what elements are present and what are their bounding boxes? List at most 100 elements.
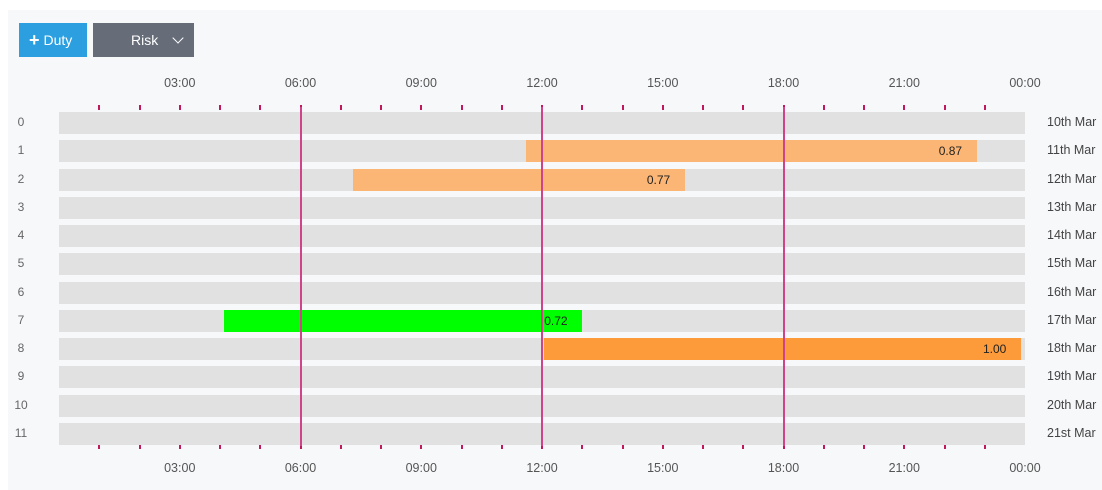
row-date-label: 17th Mar — [1047, 312, 1097, 327]
time-marker-line — [299, 107, 302, 446]
row-date-label: 14th Mar — [1047, 228, 1097, 242]
hour-tick-top — [661, 105, 664, 110]
duty-risk-value: 0.77 — [646, 172, 671, 187]
hour-tick-top — [702, 105, 704, 110]
hour-tick-top — [460, 105, 463, 110]
row-index: 2 — [17, 171, 25, 186]
time-label-bottom: 09:00 — [405, 461, 437, 475]
time-marker-line — [782, 107, 785, 446]
time-label-bottom: 12:00 — [526, 461, 558, 475]
hour-tick-bottom — [460, 444, 463, 449]
row-date-label: 12th Mar — [1047, 171, 1097, 186]
hour-tick-top — [219, 105, 221, 110]
duty-risk-value: 0.87 — [938, 144, 963, 159]
hour-tick-bottom — [863, 444, 865, 449]
hour-tick-bottom — [420, 444, 423, 449]
row-date-label: 10th Mar — [1047, 115, 1097, 129]
hour-tick-bottom — [782, 444, 785, 449]
hour-tick-top — [500, 105, 503, 110]
hour-tick-top — [259, 105, 262, 110]
time-label-top: 18:00 — [767, 76, 800, 90]
duty-bar[interactable] — [352, 168, 685, 191]
row-index: 9 — [17, 369, 25, 384]
hour-tick-bottom — [541, 444, 543, 449]
hour-tick-top — [621, 105, 624, 110]
time-label-bottom: 00:00 — [1009, 461, 1041, 475]
time-label-top: 06:00 — [284, 76, 317, 90]
row-index: 4 — [17, 228, 25, 242]
hour-tick-bottom — [702, 444, 704, 449]
hour-tick-top — [178, 105, 181, 110]
hour-tick-top — [863, 105, 865, 110]
plus-icon: + — [29, 29, 40, 50]
hour-tick-top — [983, 105, 986, 110]
hour-tick-top — [822, 105, 825, 110]
time-label-top: 12:00 — [526, 76, 558, 90]
hour-tick-bottom — [299, 444, 302, 449]
hour-tick-bottom — [339, 444, 342, 449]
hour-tick-top — [420, 105, 423, 110]
hour-tick-top — [380, 105, 382, 110]
row-date-label: 20th Mar — [1047, 397, 1097, 412]
row-index: 3 — [17, 199, 25, 214]
row-index: 7 — [17, 312, 25, 327]
hour-tick-top — [138, 105, 141, 110]
time-label-top: 09:00 — [405, 76, 437, 90]
time-label-top: 15:00 — [647, 76, 679, 90]
row-date-label: 16th Mar — [1047, 284, 1097, 299]
hour-tick-bottom — [903, 444, 906, 449]
hour-tick-top — [98, 105, 101, 110]
hour-tick-top — [339, 105, 342, 110]
row-date-label: 15th Mar — [1047, 256, 1097, 271]
add-duty-button[interactable]: + Duty — [19, 23, 87, 57]
duty-bar[interactable] — [544, 338, 1021, 360]
row-index: 6 — [17, 284, 25, 299]
hour-tick-top — [581, 105, 584, 110]
row-index: 0 — [17, 115, 25, 129]
time-marker-line — [541, 107, 543, 446]
risk-dropdown[interactable]: Risk — [93, 23, 194, 57]
row-date-label: 11th Mar — [1047, 143, 1096, 158]
row-index: 11 — [14, 425, 28, 440]
hour-tick-bottom — [380, 444, 382, 449]
row-index: 10 — [14, 397, 28, 412]
duty-bar[interactable] — [525, 140, 977, 163]
hour-tick-bottom — [822, 444, 825, 449]
hour-tick-bottom — [138, 444, 141, 449]
hour-tick-bottom — [500, 444, 503, 449]
duty-risk-value: 1.00 — [982, 342, 1007, 356]
time-label-top: 03:00 — [164, 76, 196, 90]
hour-tick-bottom — [661, 444, 664, 449]
time-label-bottom: 15:00 — [647, 461, 679, 475]
hour-tick-top — [943, 105, 946, 110]
risk-dropdown-label: Risk — [131, 32, 159, 48]
hour-tick-bottom — [983, 444, 986, 449]
row-index: 8 — [17, 341, 25, 355]
add-duty-label: Duty — [43, 32, 73, 48]
hour-tick-bottom — [219, 444, 221, 449]
duty-bar[interactable] — [224, 309, 583, 332]
hour-tick-top — [742, 105, 745, 110]
hour-tick-bottom — [742, 444, 745, 449]
hour-tick-bottom — [259, 444, 262, 449]
chevron-down-icon — [172, 32, 184, 44]
row-index: 5 — [17, 256, 25, 271]
row-index: 1 — [17, 143, 25, 158]
time-label-bottom: 21:00 — [888, 461, 920, 475]
hour-tick-bottom — [178, 444, 181, 449]
hour-tick-bottom — [98, 444, 101, 449]
time-label-bottom: 18:00 — [767, 461, 800, 475]
hour-tick-top — [903, 105, 906, 110]
toolbar: + Duty Risk — [19, 23, 194, 57]
row-date-label: 19th Mar — [1047, 369, 1097, 384]
time-label-top: 21:00 — [888, 76, 920, 90]
row-date-label: 13th Mar — [1047, 199, 1097, 214]
time-label-top: 00:00 — [1009, 76, 1041, 90]
time-label-bottom: 03:00 — [164, 461, 196, 475]
hour-tick-bottom — [581, 444, 584, 449]
hour-tick-bottom — [943, 444, 946, 449]
row-date-label: 21st Mar — [1047, 425, 1096, 440]
row-date-label: 18th Mar — [1047, 341, 1097, 355]
hour-tick-bottom — [621, 444, 624, 449]
duty-risk-value: 0.72 — [544, 313, 568, 328]
